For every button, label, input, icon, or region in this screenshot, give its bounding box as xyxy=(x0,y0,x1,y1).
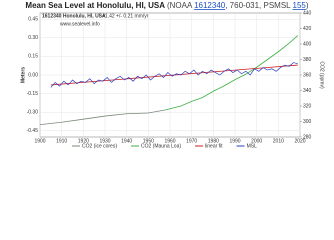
source: , 760-031, PSMSL xyxy=(225,1,292,10)
y2-tick-label: 400 xyxy=(303,41,312,47)
psmsl-link[interactable]: 155 xyxy=(293,1,307,10)
series-line xyxy=(50,62,298,88)
x-tick-label: 1900 xyxy=(34,138,45,144)
legend-label: CO2 (ice cores) xyxy=(82,143,117,149)
y2-tick-label: 300 xyxy=(303,119,312,125)
y-tick-label: -0.30 xyxy=(27,110,39,116)
x-tick-label: 2000 xyxy=(251,138,262,144)
chart-title: Mean Sea Level at Honolulu, HI, USA (NOA… xyxy=(25,1,308,10)
x-tick-label: 1990 xyxy=(229,138,240,144)
station-label: 1612340 Honolulu, HI, USA xyxy=(42,13,106,19)
legend-label: CO2 (Mauna Loa) xyxy=(141,143,181,149)
series-line xyxy=(39,109,166,125)
chart: Mean Sea Level at Honolulu, HI, USA (NOA… xyxy=(20,1,325,149)
y-axis-label: Meters xyxy=(20,67,26,83)
series-line xyxy=(165,35,299,111)
x-tick-label: 1950 xyxy=(143,138,154,144)
y2-tick-label: 380 xyxy=(303,57,312,63)
x-tick-label: 2010 xyxy=(273,138,284,144)
x-tick-label: 1970 xyxy=(186,138,197,144)
y2-tick-label: 360 xyxy=(303,72,312,78)
x-tick-label: 2020 xyxy=(294,138,305,144)
noaa-link[interactable]: 1612340 xyxy=(194,1,226,10)
y2-tick-label: 280 xyxy=(303,134,312,140)
y2-tick-label: 320 xyxy=(303,103,312,109)
x-tick-label: 1980 xyxy=(208,138,219,144)
x-tick-label: 1930 xyxy=(99,138,110,144)
watermark: www.sealevel.info xyxy=(60,21,100,27)
y2-axis-label: CO2 (ppmv) xyxy=(319,61,325,89)
y2-tick-label: 420 xyxy=(303,26,312,32)
source: (NOAA xyxy=(167,1,194,10)
legend-label: linear fit xyxy=(205,143,223,149)
y-tick-label: 0.45 xyxy=(28,17,38,23)
y-tick-label: 0.30 xyxy=(28,35,38,41)
y-tick-label: 0.15 xyxy=(28,54,38,60)
y2-tick-label: 440 xyxy=(303,10,312,16)
x-tick-label: 1920 xyxy=(78,138,89,144)
x-tick-label: 1940 xyxy=(121,138,132,144)
y-tick-label: 0.00 xyxy=(28,72,38,78)
x-tick-label: 1910 xyxy=(56,138,67,144)
y2-tick-label: 340 xyxy=(303,88,312,94)
trend-label: +1.42 +/- 0.21 mm/yr xyxy=(102,13,149,19)
x-tick-label: 1960 xyxy=(164,138,175,144)
title-text: Mean Sea Level at Honolulu, HI, USA xyxy=(25,1,165,10)
y-tick-label: -0.15 xyxy=(27,91,39,97)
source: ) xyxy=(306,1,309,10)
y-tick-label: -0.45 xyxy=(27,128,39,134)
legend-label: MSL xyxy=(247,143,258,149)
